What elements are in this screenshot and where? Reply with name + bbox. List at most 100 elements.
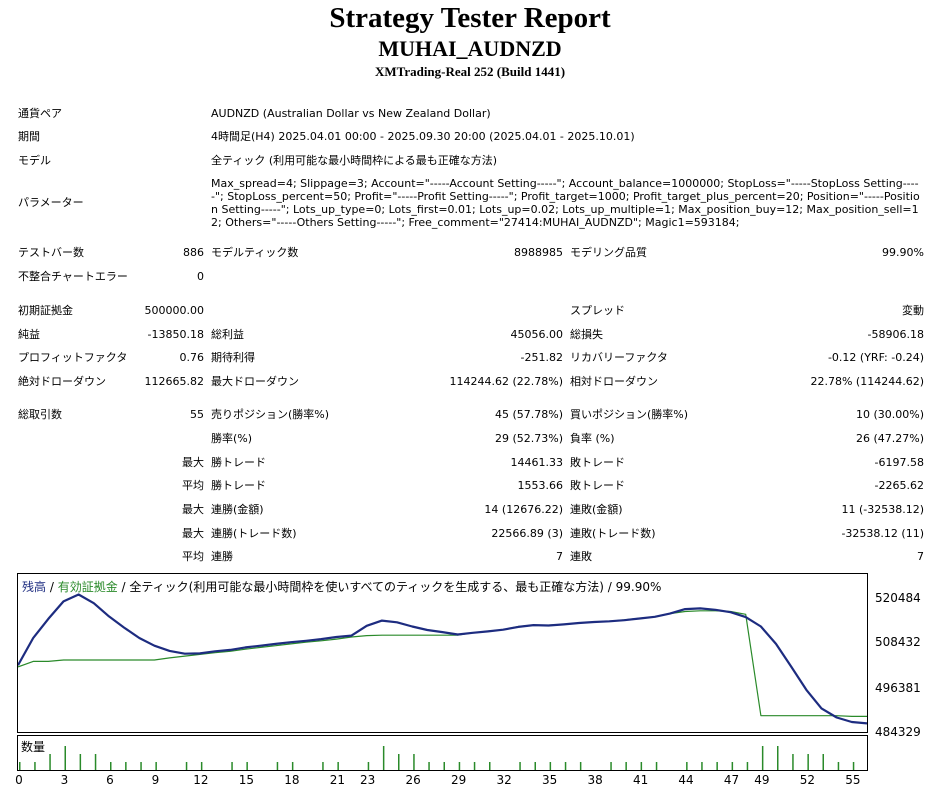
conswin-label: 連勝(金額) (211, 503, 264, 516)
x-tick-label: 55 (845, 773, 861, 787)
volume-bar (155, 762, 157, 770)
x-tick-label: 35 (541, 773, 558, 787)
symbol-label: 通貨ペア (18, 107, 62, 120)
volume-bar (489, 762, 491, 770)
x-tick-label: 3 (60, 773, 69, 787)
pf-label: プロフィットファクタ (18, 351, 128, 364)
volume-bar (686, 762, 688, 770)
bars-label: テストバー数 (18, 246, 84, 259)
x-tick-label: 18 (284, 773, 300, 787)
x-tick-label: 0 (15, 773, 23, 787)
avgconsloss-value: 7 (917, 550, 924, 563)
expected-value: -251.82 (520, 351, 563, 364)
x-tick-label: 15 (238, 773, 255, 787)
symbol-value: AUDNZD (Australian Dollar vs New Zealand… (211, 107, 491, 120)
short-value: 45 (57.78%) (494, 408, 563, 421)
volume-bar (398, 754, 400, 770)
maxloss-label: 敗トレード (570, 456, 625, 469)
quality-label: モデリング品質 (570, 246, 647, 259)
volume-bar (79, 754, 82, 770)
y-tick-label: 508432 (875, 635, 921, 649)
volume-bar (322, 762, 324, 770)
volume-bar (701, 762, 703, 770)
avgconsloss-label: 連敗 (570, 550, 592, 563)
maxdd-label: 最大ドローダウン (211, 375, 299, 388)
volume-bar (140, 762, 142, 770)
volume-bar (291, 762, 294, 770)
avgconswin-label: 連勝 (211, 550, 233, 563)
bars-value: 886 (183, 246, 204, 259)
volume-bar (246, 762, 248, 770)
consloss-value: 11 (-32538.12) (841, 503, 924, 516)
volume-bar (473, 762, 476, 770)
volume-bar (413, 754, 415, 770)
volume-bar (549, 762, 552, 770)
pf-value: 0.76 (179, 351, 205, 364)
volume-bar (337, 762, 339, 770)
grossloss-value: -58906.18 (867, 328, 924, 341)
grossprofit-label: 総利益 (211, 328, 244, 341)
chart-legend: 残高 / 有効証拠金 / 全ティック(利用可能な最小時間枠を使いすべてのティック… (22, 578, 661, 595)
volume-bar (777, 746, 779, 770)
volume-bar (837, 762, 840, 770)
x-tick-label: 23 (360, 773, 376, 787)
lossrate-value: 26 (47.27%) (855, 432, 924, 445)
volume-bar (34, 762, 36, 770)
avgwin-label: 勝トレード (211, 479, 266, 492)
winrate-label: 勝率(%) (211, 432, 253, 445)
balance-series-line (17, 593, 868, 725)
x-tick-label: 41 (632, 773, 649, 787)
volume-chart (17, 735, 870, 771)
volume-bar (49, 754, 51, 770)
params-label: パラメーター (18, 196, 84, 209)
volume-bar (579, 762, 582, 770)
volume-bar (655, 762, 658, 770)
model-label: モデル (18, 154, 51, 167)
avgloss-value: -2265.62 (874, 479, 924, 492)
balance-chart (17, 573, 868, 733)
volume-bar (231, 762, 233, 770)
y-tick-label: 484329 (875, 725, 921, 739)
volume-bar (19, 762, 21, 770)
avg-prefix: 平均 (182, 479, 204, 492)
consloss-label: 連敗(金額) (570, 503, 623, 516)
winrate-value: 29 (52.73%) (494, 432, 563, 445)
lossrate-label: 負率 (%) (570, 432, 615, 445)
volume-bar (610, 762, 612, 770)
x-tick-label: 32 (496, 773, 512, 787)
x-tick-label: 44 (678, 773, 694, 787)
volume-bar (822, 754, 824, 770)
report-title: Strategy Tester Report (329, 2, 611, 34)
volume-chart-svg (19, 746, 870, 770)
trades-value: 55 (190, 408, 204, 421)
max-prefix: 最大 (182, 503, 204, 516)
volume-bar (200, 762, 203, 770)
period-value: 4時間足(H4) 2025.04.01 00:00 - 2025.09.30 2… (211, 130, 635, 143)
spread-label: スプレッド (570, 304, 625, 317)
recovery-value: -0.12 (YRF: -0.24) (827, 351, 924, 364)
x-tick-label: 52 (799, 773, 815, 787)
volume-bar (625, 762, 627, 770)
consloss-trades-label: 連敗(トレード数) (570, 527, 656, 540)
volume-label: 数量 (21, 740, 46, 754)
spread-value: 変動 (902, 304, 924, 317)
reldd-value: 22.78% (114244.62) (810, 375, 924, 388)
expected-label: 期待利得 (211, 351, 255, 364)
period-label: 期間 (18, 130, 40, 143)
volume-bar (276, 762, 279, 770)
params-value: Max_spread=4; Slippage=3; Account="-----… (211, 177, 920, 229)
x-tick-label: 38 (587, 773, 603, 787)
conswin-trades-label: 連勝(トレード数) (211, 527, 297, 540)
reldd-label: 相対ドローダウン (570, 375, 658, 388)
x-tick-label: 21 (329, 773, 346, 787)
avgconswin-value: 7 (556, 550, 563, 563)
absdd-value: 112665.82 (144, 375, 205, 388)
volume-bar (807, 754, 809, 770)
volume-bar (428, 762, 430, 770)
volume-bar (716, 762, 718, 770)
conswin-value: 14 (12676.22) (484, 503, 563, 516)
deposit-value: 500000.00 (144, 304, 205, 317)
maxwin-label: 勝トレード (211, 456, 266, 469)
x-tick-label: 12 (193, 773, 209, 787)
model-value: 全ティック (利用可能な最小時間枠による最も正確な方法) (211, 154, 498, 167)
